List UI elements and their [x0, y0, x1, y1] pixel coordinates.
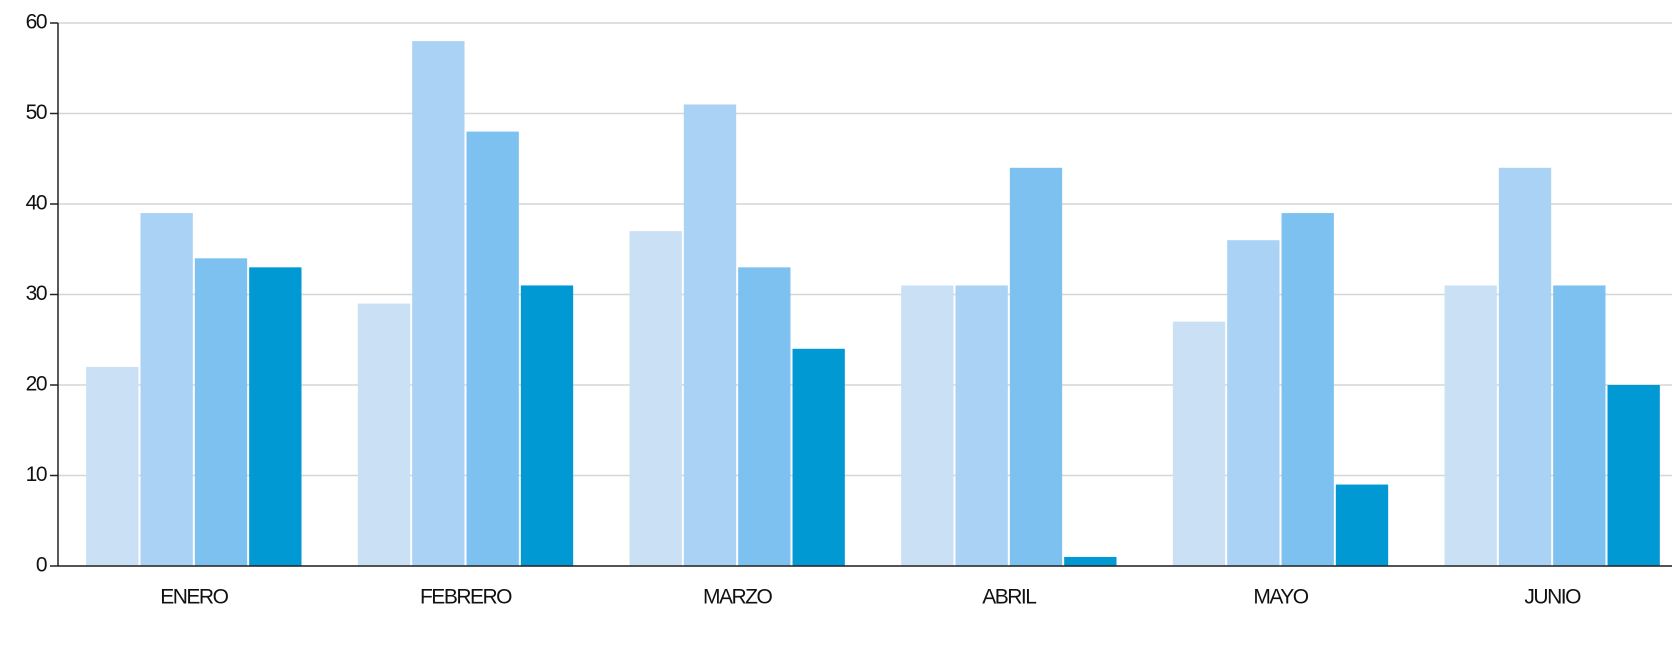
bar	[466, 131, 519, 566]
bar	[194, 258, 248, 566]
bar	[140, 213, 193, 567]
bar	[1281, 213, 1334, 567]
y-tick-label: 0	[36, 554, 47, 577]
y-tick-label: 40	[26, 192, 47, 215]
bar	[683, 104, 737, 566]
bar	[738, 267, 791, 566]
bar	[955, 285, 1008, 566]
bar	[1553, 285, 1606, 566]
y-tick-label: 50	[26, 101, 47, 124]
bar	[1607, 385, 1660, 566]
x-tick-label: FEBRERO	[420, 586, 512, 609]
x-tick-label: ABRIL	[982, 586, 1036, 609]
bar	[1227, 240, 1280, 566]
bar	[1064, 556, 1117, 566]
bar	[1498, 167, 1552, 567]
y-tick-label: 20	[26, 373, 47, 396]
bar	[1172, 321, 1226, 566]
bar	[86, 366, 139, 566]
bar	[1335, 484, 1389, 566]
bar	[792, 348, 845, 566]
bar	[249, 267, 302, 566]
bar	[1444, 285, 1497, 566]
bar	[901, 285, 954, 566]
y-tick-label: 60	[26, 11, 47, 34]
x-tick-label: JUNIO	[1524, 586, 1581, 609]
y-tick-label: 30	[26, 282, 47, 305]
x-tick-label: MARZO	[703, 586, 772, 609]
bar	[629, 231, 682, 566]
bar	[1009, 167, 1063, 567]
x-tick-label: MAYO	[1253, 586, 1308, 609]
x-tick-label: ENERO	[160, 586, 228, 609]
y-tick-label: 10	[26, 463, 47, 486]
bar	[357, 303, 411, 566]
bar	[412, 41, 465, 567]
bar	[520, 285, 574, 566]
